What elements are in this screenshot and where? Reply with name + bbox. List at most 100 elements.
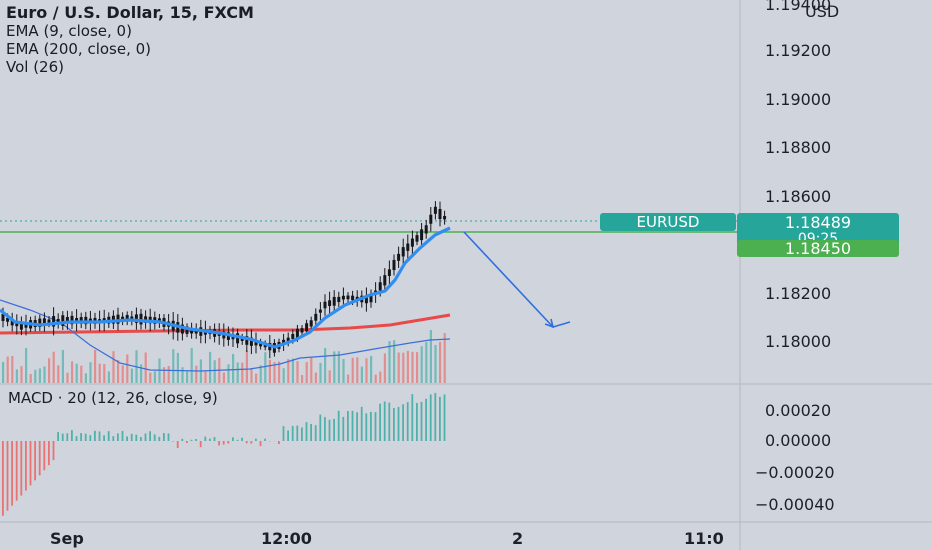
candle-body — [79, 317, 83, 324]
ema200-legend[interactable]: EMA (200, close, 0) — [6, 40, 152, 58]
volume-bar — [34, 369, 37, 383]
candle-body — [15, 322, 19, 327]
macd-bar — [227, 441, 230, 444]
macd-bar — [6, 441, 9, 511]
macd-bar — [112, 436, 115, 441]
volume-bar — [103, 364, 106, 383]
macd-bar — [11, 441, 13, 506]
ema200-line — [0, 313, 451, 335]
macd-bar — [135, 434, 138, 441]
hline-price-box — [737, 240, 899, 257]
macd-bar — [98, 431, 101, 441]
volume-bar — [195, 365, 198, 383]
macd-bar — [232, 437, 234, 441]
macd-bar — [296, 425, 299, 441]
volume-bar — [52, 351, 55, 383]
volume-bar — [429, 330, 432, 383]
macd-bar — [287, 430, 289, 441]
volume-bar — [66, 372, 69, 383]
candle-body — [438, 208, 442, 220]
candle-body — [328, 300, 332, 307]
macd-bar — [38, 441, 41, 476]
volume-bar — [291, 358, 294, 383]
volume-bar — [273, 362, 276, 383]
volume-bar — [186, 371, 189, 383]
volume-bar — [342, 359, 345, 383]
chart-legend: Euro / U.S. Dollar, 15, FXCM EMA (9, clo… — [6, 3, 254, 77]
candle-body — [6, 317, 10, 322]
macd-label-0: 0.00000 — [765, 431, 831, 450]
macd-bar — [282, 426, 285, 441]
candle-body — [305, 323, 309, 332]
ema9-legend[interactable]: EMA (9, close, 0) — [6, 22, 132, 40]
macd-bar — [130, 433, 133, 441]
volume-bar — [176, 352, 179, 383]
macd-bar — [388, 402, 391, 441]
volume-bar — [360, 366, 363, 383]
volume-bar — [222, 372, 225, 383]
macd-bar — [176, 441, 179, 448]
candle-body — [383, 275, 387, 286]
forecast-arrow[interactable] — [463, 231, 571, 328]
macd-legend[interactable]: MACD · 20 (12, 26, close, 9) — [8, 389, 218, 407]
volume-bar — [374, 374, 377, 383]
volume-bar — [84, 373, 87, 383]
macd-bar — [416, 402, 418, 441]
volume-bar — [425, 342, 428, 383]
macd-bar — [52, 441, 55, 461]
volume-legend[interactable]: Vol (26) — [6, 58, 65, 76]
macd-bar — [66, 433, 69, 441]
candle-body — [410, 238, 414, 247]
candle-body — [56, 318, 60, 323]
macd-bar — [420, 401, 423, 441]
price-label-1.18800: 1.18800 — [765, 138, 831, 157]
macd-bar — [213, 437, 216, 441]
volume-bar — [324, 348, 327, 383]
candle-body — [38, 318, 42, 328]
macd-bar — [406, 402, 409, 441]
macd-label-neg-0.00040: −0.00040 — [755, 495, 835, 514]
candle-body — [65, 317, 69, 324]
symbol-tag[interactable] — [600, 213, 736, 231]
time-label-1100: 11:0 — [684, 529, 724, 548]
candle-body — [61, 315, 65, 326]
candle-body — [443, 215, 447, 220]
volume-bar — [209, 351, 212, 383]
macd-bar — [195, 439, 197, 441]
macd-label-0.00020: 0.00020 — [765, 401, 831, 420]
macd-bar — [370, 411, 372, 441]
volume-bar — [301, 374, 304, 383]
candle-body — [318, 309, 322, 313]
macd-bar — [57, 432, 59, 441]
last-price-text: 1.18489 — [785, 213, 851, 232]
currency-label[interactable]: USD — [805, 2, 839, 21]
volume-bar — [314, 372, 317, 383]
macd-bar — [2, 441, 4, 516]
symbol-tag-text: EURUSD — [637, 213, 700, 231]
macd-bar — [218, 441, 220, 446]
candle-body — [75, 318, 79, 323]
candle-body — [346, 295, 350, 300]
macd-bar — [222, 441, 225, 445]
price-label-1.19200: 1.19200 — [765, 41, 831, 60]
macd-bar — [360, 406, 363, 441]
macd-bar — [259, 441, 262, 447]
symbol-title[interactable]: Euro / U.S. Dollar, 15, FXCM — [6, 3, 254, 22]
volume-bar — [57, 365, 60, 383]
macd-bar — [241, 437, 243, 441]
candle-body — [392, 259, 396, 271]
candle-body — [300, 328, 304, 333]
macd-bar — [29, 441, 32, 486]
volume-bar — [268, 359, 271, 383]
candle-body — [52, 316, 56, 327]
macd-bar — [172, 441, 174, 442]
volume-bar — [379, 371, 382, 383]
volume-bar — [232, 353, 235, 383]
macd-bar — [351, 410, 354, 441]
volume-bar — [402, 352, 405, 383]
candle-body — [19, 321, 23, 330]
candle-body — [24, 322, 28, 328]
candle-body — [309, 320, 313, 327]
candle-body — [364, 295, 368, 304]
